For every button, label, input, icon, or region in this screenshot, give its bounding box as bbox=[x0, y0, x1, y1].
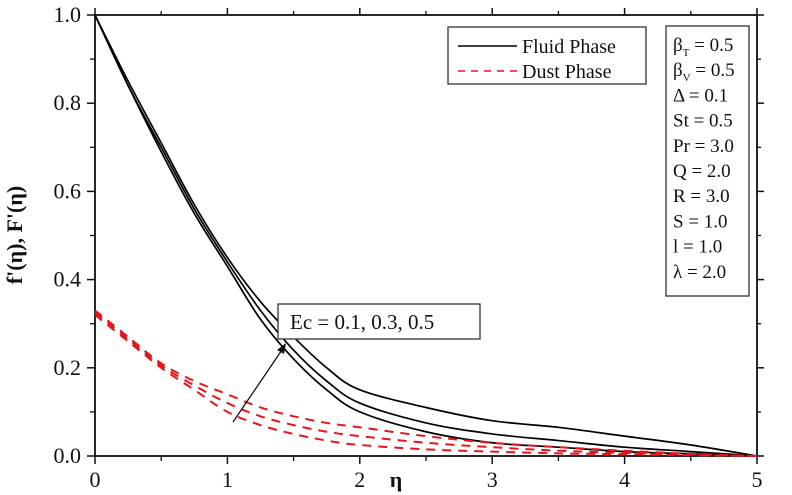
y-tick-label: 0.2 bbox=[54, 355, 82, 380]
parameter-line: λ = 2.0 bbox=[673, 262, 726, 283]
parameter-line: l = 1.0 bbox=[673, 237, 722, 258]
annotation-box bbox=[277, 303, 481, 340]
x-tick-label: 5 bbox=[752, 467, 763, 492]
legend: Fluid Phase Dust Phase bbox=[447, 26, 647, 85]
parameter-line: St = 0.5 bbox=[673, 111, 733, 132]
dust-phase-curve bbox=[94, 309, 758, 457]
x-tick-label: 4 bbox=[619, 467, 630, 492]
y-axis-title: f'(η), F'(η) bbox=[2, 186, 27, 284]
arrow-icon bbox=[232, 346, 285, 423]
arrow-head-icon bbox=[277, 343, 286, 354]
x-tick-label: 2 bbox=[354, 467, 365, 492]
dust-phase-curve bbox=[94, 314, 758, 457]
y-tick-label: 0.4 bbox=[54, 267, 82, 292]
y-tick-label: 0.0 bbox=[54, 443, 82, 468]
annotation-label: Ec = 0.1, 0.3, 0.5 bbox=[290, 310, 434, 334]
dust-phase-curve bbox=[94, 311, 758, 457]
fluid-phase-curve bbox=[94, 14, 758, 457]
plot-area bbox=[94, 14, 758, 457]
parameter-line: S = 1.0 bbox=[673, 211, 728, 232]
y-axis-ticks: 0.0 0.2 0.4 0.6 0.8 1.0 bbox=[54, 2, 764, 468]
x-tick-label: 0 bbox=[90, 467, 101, 492]
fluid-phase-curve bbox=[94, 14, 758, 457]
y-tick-label: 1.0 bbox=[54, 2, 82, 27]
y-tick-label: 0.6 bbox=[54, 178, 82, 203]
x-axis-ticks: 0 1 2 3 4 5 bbox=[90, 8, 763, 492]
x-axis-title: η bbox=[390, 467, 403, 492]
legend-dust-label: Dust Phase bbox=[522, 61, 612, 83]
parameters-frame bbox=[665, 25, 750, 297]
parameter-line: Q = 2.0 bbox=[673, 161, 731, 182]
parameter-line: Pr = 3.0 bbox=[673, 136, 734, 157]
parameter-line: βT = 0.5 bbox=[673, 35, 733, 59]
parameter-line: R = 3.0 bbox=[673, 186, 730, 207]
legend-fluid-label: Fluid Phase bbox=[522, 36, 616, 58]
parameters-box: βT = 0.5βV = 0.5Δ = 0.1 St = 0.5 Pr = 3.0 Q… bbox=[665, 25, 750, 297]
x-tick-label: 3 bbox=[487, 467, 498, 492]
parameter-line: Δ = 0.1 bbox=[673, 85, 728, 106]
x-tick-label: 1 bbox=[222, 467, 233, 492]
fluid-phase-curve bbox=[94, 14, 758, 457]
parameter-line: βV = 0.5 bbox=[673, 60, 735, 84]
ec-annotation: Ec = 0.1, 0.3, 0.5 bbox=[232, 303, 481, 423]
series-layer bbox=[94, 14, 758, 457]
legend-box bbox=[447, 26, 647, 85]
y-tick-label: 0.8 bbox=[54, 90, 82, 115]
